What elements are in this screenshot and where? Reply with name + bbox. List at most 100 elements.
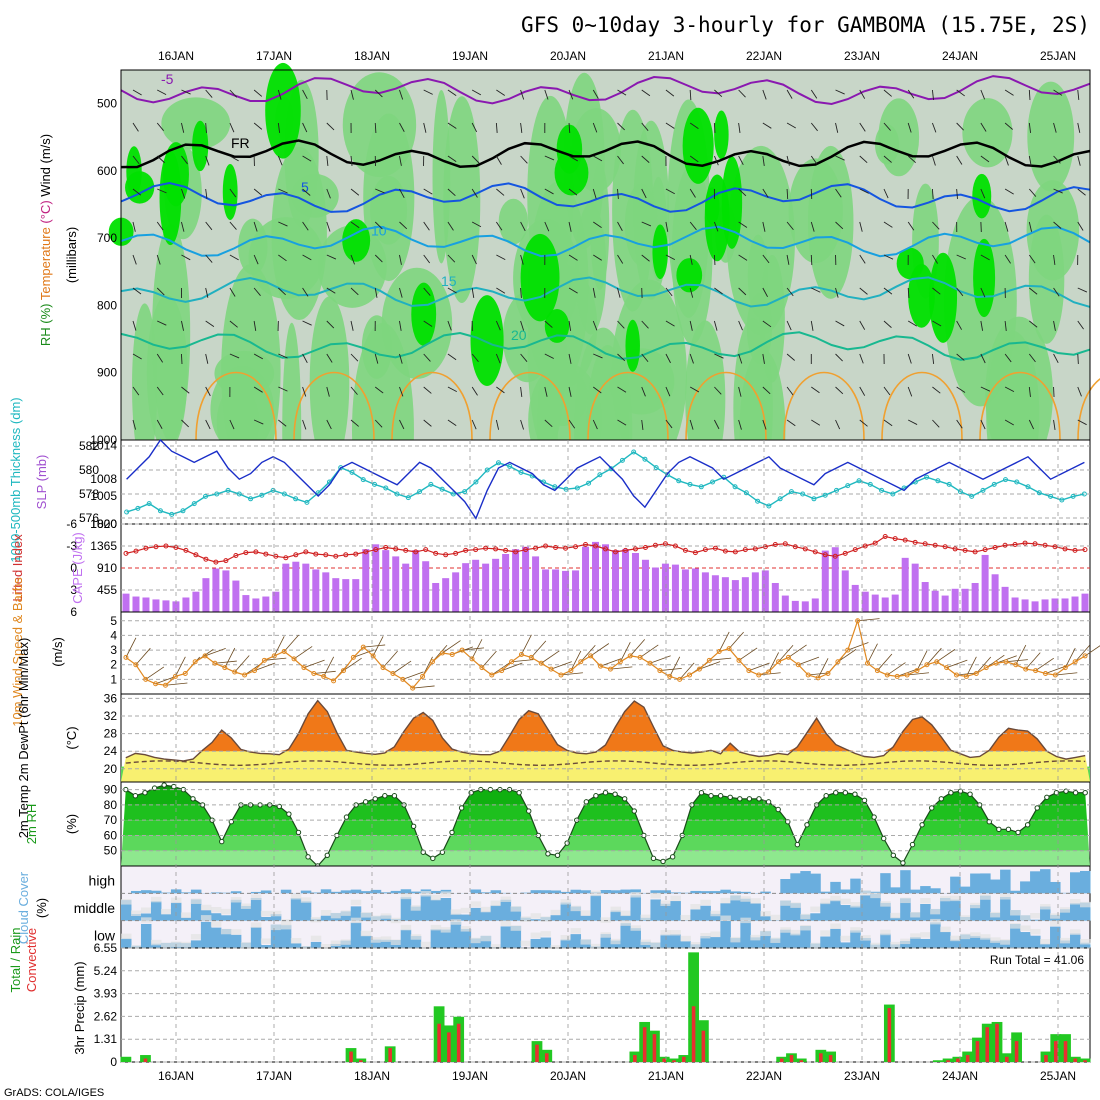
cloud-bar xyxy=(930,922,941,948)
wind-barb xyxy=(278,254,287,262)
cloud-mid-shade xyxy=(1070,899,1081,905)
rh-saturated-region xyxy=(972,173,992,219)
cloud-mid-shade xyxy=(410,934,422,940)
cloud-bar xyxy=(260,890,272,894)
wind-barb xyxy=(1064,647,1076,668)
cape-bar xyxy=(671,564,679,612)
cloud-bar xyxy=(1040,869,1051,894)
lifted-index-point xyxy=(662,541,668,547)
thickness-line-point xyxy=(495,460,501,466)
cloud-bar xyxy=(1030,871,1041,894)
cape-bar xyxy=(232,580,240,612)
rh-point xyxy=(219,838,225,845)
wind-barb xyxy=(1028,122,1032,133)
lifted-index-point xyxy=(503,547,509,553)
thickness-line-point xyxy=(1059,497,1065,503)
cape-bar xyxy=(921,582,929,612)
rh-tick-label: 60 xyxy=(104,828,118,842)
cape-bar xyxy=(981,554,989,612)
cloud-mid-shade xyxy=(480,906,492,913)
cloud-bar xyxy=(300,901,312,921)
wind-speed-point xyxy=(637,654,643,660)
slp-tick-label: 1008 xyxy=(90,472,117,486)
wind-barb xyxy=(593,155,603,162)
wind-tick-label: 4 xyxy=(110,628,117,642)
wind-barb xyxy=(786,254,790,265)
lifted-index-point xyxy=(952,546,958,552)
rh-saturated-region xyxy=(973,238,996,318)
cloud-mid-shade xyxy=(990,937,1001,943)
rh-point xyxy=(852,791,858,797)
thickness-line-point xyxy=(473,479,479,485)
cloud-mid-shade xyxy=(240,942,252,948)
rh-point xyxy=(171,783,177,790)
wind-barb xyxy=(181,221,185,232)
rh-point xyxy=(650,855,657,862)
wind-barb xyxy=(135,647,151,665)
wind-barb xyxy=(659,667,682,671)
wind-barb xyxy=(423,386,432,394)
wind-barb xyxy=(617,89,627,96)
cloud-bar xyxy=(490,890,502,894)
rh-point xyxy=(621,796,628,802)
lifted-index-point xyxy=(573,544,579,550)
cloud-mid-shade xyxy=(860,890,871,896)
cloud-bar xyxy=(260,945,272,948)
wind-barb xyxy=(1015,644,1027,665)
wind-barb xyxy=(592,122,598,133)
wind-speed-point xyxy=(667,673,673,679)
wind-speed-point xyxy=(1023,666,1029,672)
wind-speed-point xyxy=(162,682,168,688)
lifted-index-point xyxy=(912,539,918,545)
wind-barb xyxy=(520,155,528,164)
cloud-bar xyxy=(200,921,212,948)
rh-point xyxy=(765,799,772,805)
wind-barb xyxy=(762,122,772,129)
wind-barb xyxy=(617,386,627,393)
rh-ylabel-part: 2m RH xyxy=(24,804,39,844)
thickness-line-point xyxy=(653,465,659,471)
rh-band xyxy=(121,850,1090,866)
wind-barb xyxy=(932,320,942,327)
wind-barb xyxy=(810,89,818,99)
precip-conv-bar xyxy=(1063,1041,1068,1062)
lifted-index-point xyxy=(1052,544,1058,550)
wind-barb xyxy=(350,254,355,265)
cloud-bar xyxy=(1030,919,1041,921)
wind-barb xyxy=(817,658,829,679)
lifted-index-point xyxy=(702,547,708,553)
wind-barb xyxy=(665,353,671,364)
rh-point xyxy=(391,793,398,799)
precip-conv-bar xyxy=(1073,1058,1078,1062)
cape-bar xyxy=(382,550,390,612)
wind-barb xyxy=(568,353,572,364)
cloud-bar xyxy=(130,914,142,921)
wind-barb xyxy=(471,639,483,660)
cloud-mid-shade xyxy=(830,923,841,929)
rh-saturated-region xyxy=(470,295,504,387)
wind-barb xyxy=(798,656,820,666)
cloud-mid-shade xyxy=(580,939,592,945)
rh-saturated-region xyxy=(411,282,437,346)
cloud-mid-shade xyxy=(210,907,222,913)
day-label-top: 17JAN xyxy=(256,49,292,63)
cape-tick-label: 1365 xyxy=(90,539,117,553)
thickness-line-point xyxy=(180,508,186,514)
cloud-bar xyxy=(370,889,382,894)
wind-speed-point xyxy=(963,673,969,679)
isotherm-10 xyxy=(120,225,1091,258)
cloud-mid-shade xyxy=(490,900,502,907)
cloud-bar xyxy=(860,895,871,921)
wind-speed-point xyxy=(133,662,139,668)
rh-moist-region xyxy=(575,202,607,335)
cloud-bar xyxy=(970,935,981,948)
cloud-bar xyxy=(540,937,552,948)
precip-conv-bar xyxy=(456,1023,461,1062)
wind-speed-point xyxy=(281,649,287,655)
wind-barb xyxy=(738,89,746,98)
cloud-mid-shade xyxy=(670,930,681,936)
thickness-line-point xyxy=(248,496,254,502)
cloud-bar xyxy=(490,905,502,921)
rh-point xyxy=(794,841,801,848)
wind-barb xyxy=(302,188,311,196)
